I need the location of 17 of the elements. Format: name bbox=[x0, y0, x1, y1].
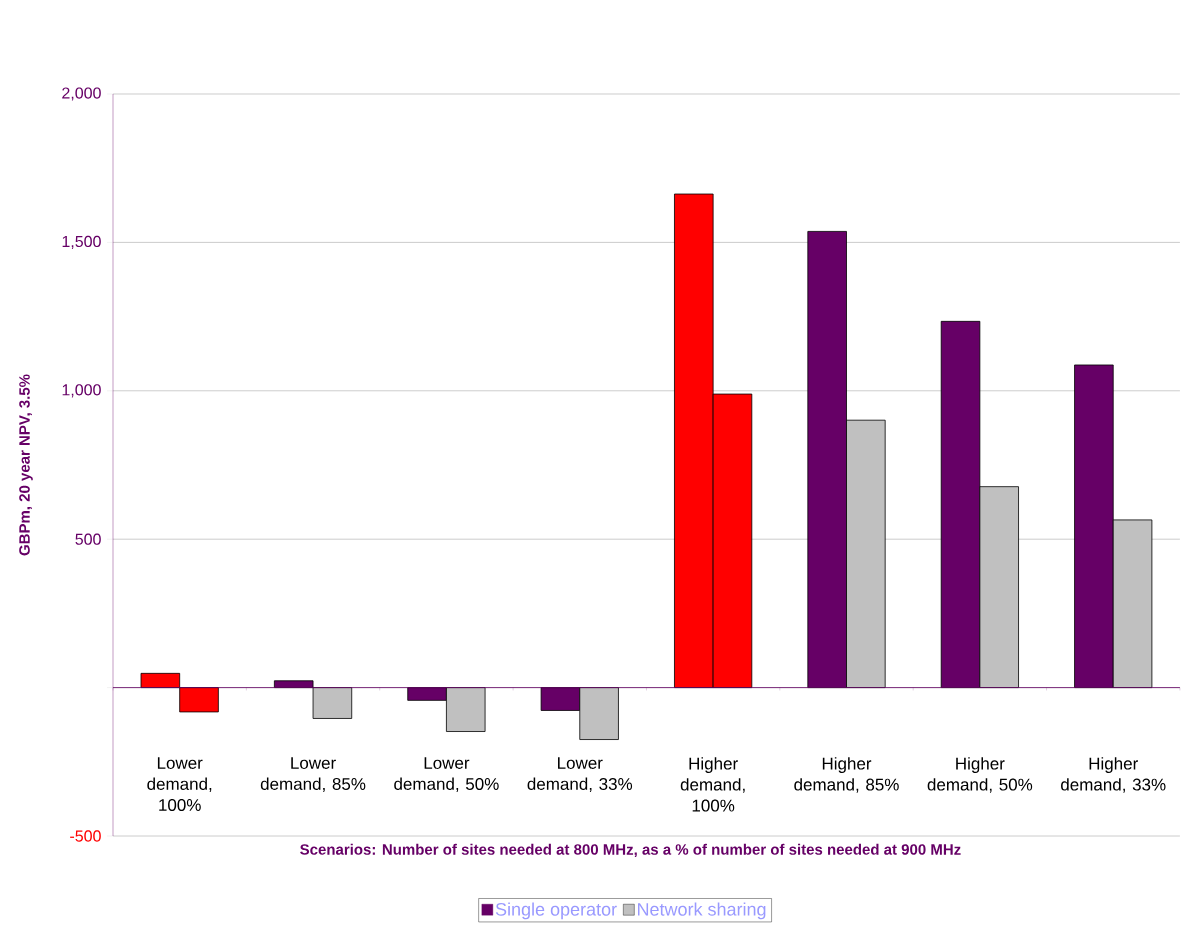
x-tick-label: Higher demand, 100% bbox=[680, 757, 745, 812]
x-tick-label: Lower demand, 85% bbox=[260, 757, 366, 793]
x-tick-label: Higher demand, 85% bbox=[794, 757, 899, 793]
legend-label: Single operator bbox=[495, 902, 617, 920]
y-tick-label: -500 bbox=[70, 830, 101, 842]
y-tick-label: 500 bbox=[75, 533, 101, 545]
y-tick-label: 2,000 bbox=[62, 87, 101, 101]
x-tick-label: Lower demand, 100% bbox=[147, 757, 212, 811]
legend-label: Network sharing bbox=[638, 902, 766, 920]
x-tick-label: Higher demand, 50% bbox=[927, 757, 1033, 793]
y-tick-label: 1,500 bbox=[62, 235, 101, 249]
x-tick-label: Lower demand, 50% bbox=[394, 757, 499, 793]
y-tick-label: 1,000 bbox=[62, 384, 101, 398]
y-axis-title: GBPm, 20 year NPV, 3.5% bbox=[19, 374, 33, 556]
x-tick-label: Higher demand, 33% bbox=[1061, 757, 1166, 793]
x-tick-label: Lower demand, 33% bbox=[527, 757, 633, 793]
x-axis-title: Scenarios: Number of sites needed at 800 MHz, as a % of number of sites needed at 900 MHz bbox=[300, 843, 961, 857]
